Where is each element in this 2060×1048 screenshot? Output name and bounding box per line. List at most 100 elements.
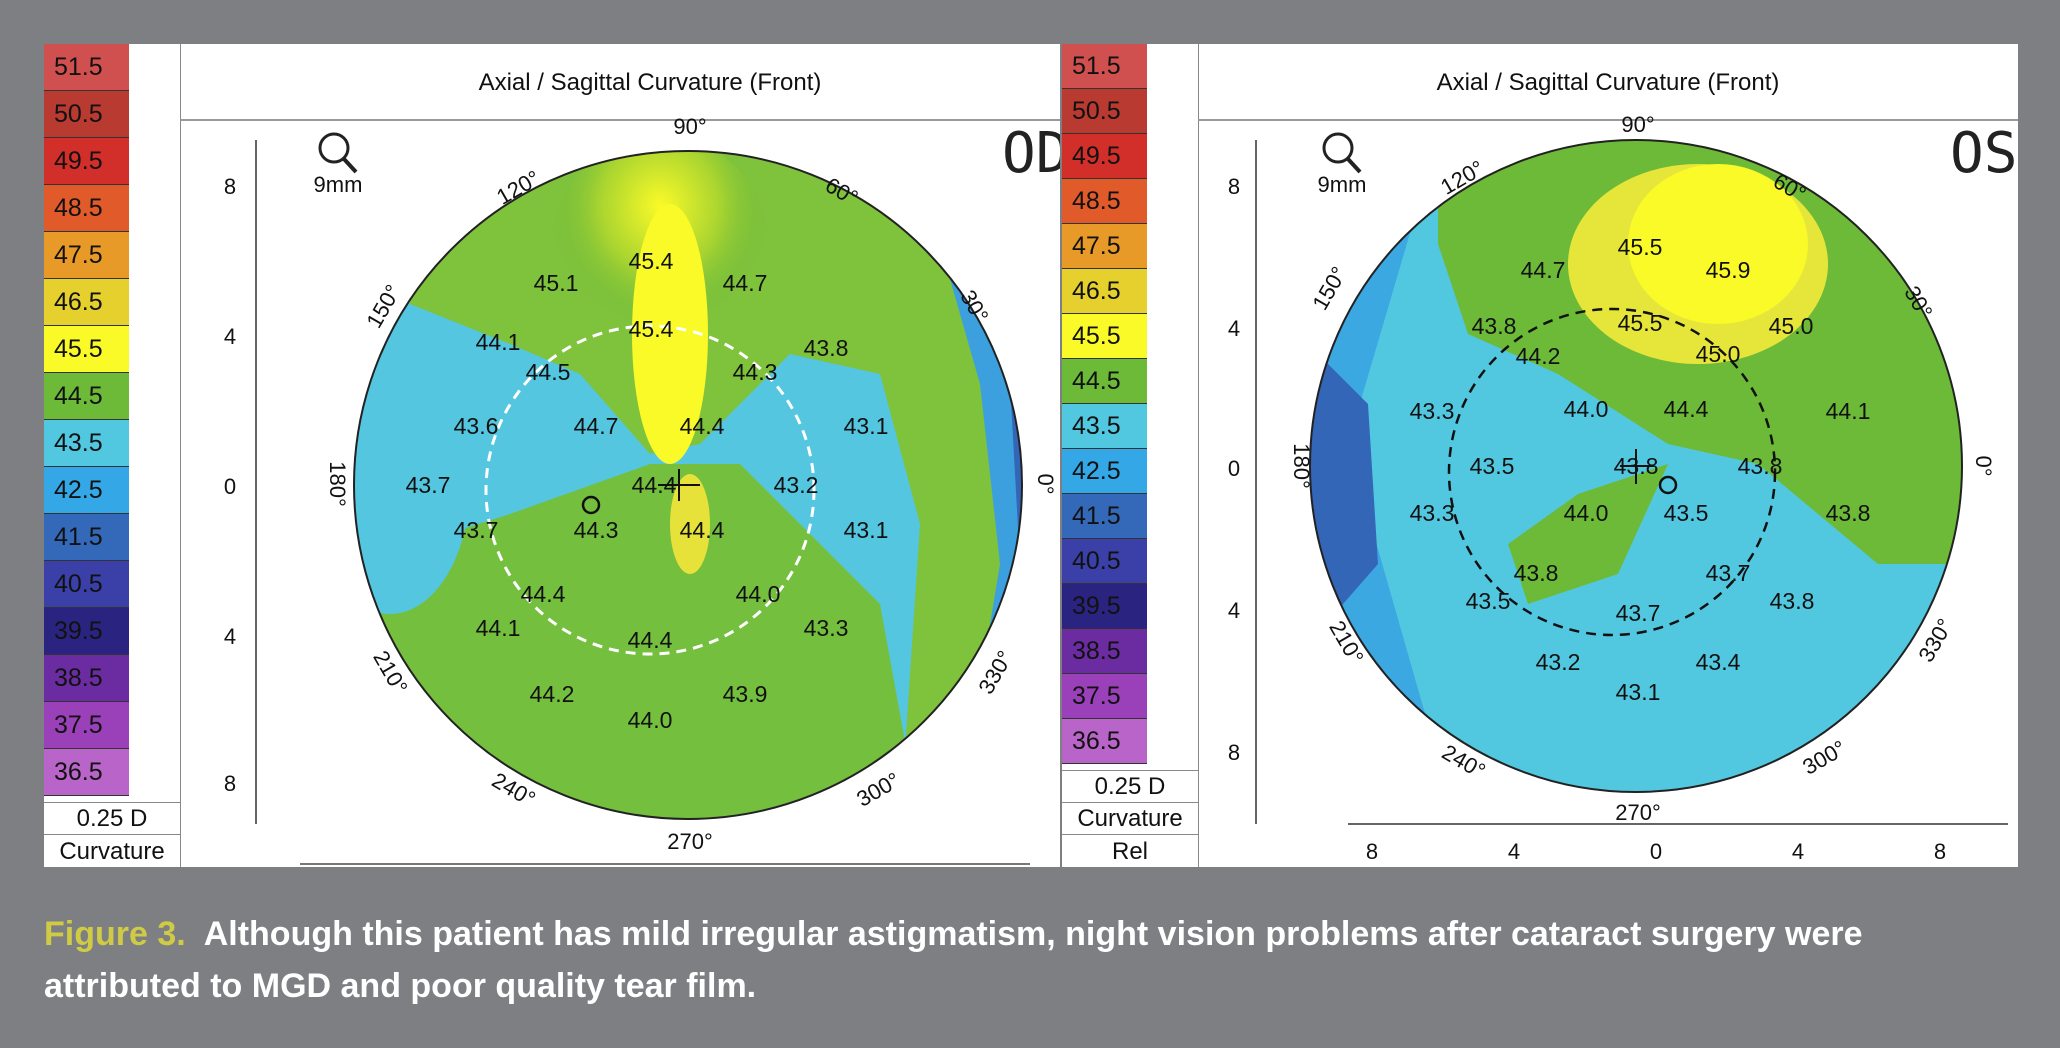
od-value: 45.4 — [629, 316, 674, 342]
os-map-panel: 51.5 50.5 49.5 48.5 47.5 46.5 45.5 44.5 … — [1062, 44, 2018, 867]
os-value: 45.0 — [1769, 313, 1814, 339]
scale-swatch: 42.5 — [1062, 449, 1147, 494]
od-map-title: Axial / Sagittal Curvature (Front) — [479, 69, 822, 96]
os-deg-label: 90° — [1621, 112, 1654, 137]
os-value: 45.5 — [1618, 234, 1663, 260]
od-value: 43.3 — [804, 615, 849, 641]
scale-swatch: 48.5 — [1062, 179, 1147, 224]
od-deg-label: 90° — [673, 114, 706, 139]
scale-swatch: 44.5 — [1062, 359, 1147, 404]
os-value: 44.4 — [1664, 396, 1709, 422]
od-value: 44.0 — [736, 581, 781, 607]
scale-swatch: 40.5 — [1062, 539, 1147, 584]
od-eye-label: OD — [1002, 121, 1060, 186]
magnifier-icon[interactable]: 9mm — [1318, 132, 1367, 197]
os-deg-label: 0° — [1971, 455, 1996, 476]
od-value: 43.2 — [774, 472, 819, 498]
os-value: 45.5 — [1618, 310, 1663, 336]
scale-swatch: 50.5 — [1062, 89, 1147, 134]
scale-swatch: 37.5 — [1062, 674, 1147, 719]
scale-swatch: 39.5 — [44, 608, 129, 655]
os-value: 43.3 — [1410, 500, 1455, 526]
scale-swatch: 41.5 — [44, 514, 129, 561]
od-value: 44.4 — [628, 627, 673, 653]
figure-label: Figure 3. — [44, 915, 186, 953]
os-y-tick: 4 — [1228, 316, 1240, 341]
od-value: 45.1 — [534, 270, 579, 296]
od-value: 44.4 — [632, 472, 677, 498]
od-deg-label: 180° — [325, 461, 350, 507]
os-value: 44.7 — [1521, 257, 1566, 283]
os-value: 43.4 — [1696, 649, 1741, 675]
os-value: 43.1 — [1616, 679, 1661, 705]
scale-swatch: 45.5 — [1062, 314, 1147, 359]
od-topography-map: Axial / Sagittal Curvature (Front) OD 9m… — [180, 69, 1060, 865]
od-value: 44.2 — [530, 681, 575, 707]
os-value: 43.5 — [1664, 500, 1709, 526]
os-deg-label: 180° — [1289, 443, 1314, 489]
od-value: 43.7 — [454, 517, 499, 543]
scale-swatch: 44.5 — [44, 373, 129, 420]
scale-step: 0.25 D — [44, 802, 180, 834]
os-value: 45.9 — [1706, 257, 1751, 283]
scale-swatch: 42.5 — [44, 467, 129, 514]
scale-swatch: 36.5 — [44, 749, 129, 796]
scale-swatch: 41.5 — [1062, 494, 1147, 539]
os-value: 43.8 — [1614, 453, 1659, 479]
od-value: 44.4 — [521, 581, 566, 607]
os-value: 43.8 — [1770, 588, 1815, 614]
scale-swatch: 45.5 — [44, 326, 129, 373]
scale-swatch: 38.5 — [1062, 629, 1147, 674]
od-y-tick: 4 — [224, 324, 236, 349]
scale-swatch: 37.5 — [44, 702, 129, 749]
os-value: 43.8 — [1826, 500, 1871, 526]
od-value: 45.4 — [629, 248, 674, 274]
os-value: 44.1 — [1826, 398, 1871, 424]
od-value: 44.7 — [723, 270, 768, 296]
od-value: 44.3 — [574, 517, 619, 543]
od-y-tick: 0 — [224, 474, 236, 499]
os-y-tick: 8 — [1228, 174, 1240, 199]
od-value: 43.1 — [844, 517, 889, 543]
figure-caption: Figure 3. Although this patient has mild … — [44, 908, 1984, 1012]
os-y-tick: 4 — [1228, 598, 1240, 623]
od-deg-label: 0° — [1033, 473, 1058, 494]
os-zoom-label: 9mm — [1318, 172, 1367, 197]
od-value: 43.1 — [844, 413, 889, 439]
caption-text: Although this patient has mild irregular… — [44, 915, 1863, 1005]
od-deg-label: 270° — [667, 829, 713, 854]
od-value: 44.4 — [680, 517, 725, 543]
od-value: 44.5 — [526, 359, 571, 385]
scale-swatch: 51.5 — [44, 44, 129, 91]
scale-swatch: 36.5 — [1062, 719, 1147, 764]
os-value: 43.8 — [1472, 313, 1517, 339]
os-topography-map: Axial / Sagittal Curvature (Front) OS 9m… — [1198, 69, 2018, 864]
od-deg-label: 300° — [852, 767, 904, 811]
os-x-tick: 8 — [1934, 839, 1946, 864]
os-deg-label: 150° — [1307, 262, 1351, 314]
od-value: 43.8 — [804, 335, 849, 361]
scale-swatch: 48.5 — [44, 185, 129, 232]
os-value: 43.8 — [1514, 560, 1559, 586]
scale-step: 0.25 D — [1062, 770, 1198, 802]
magnifier-icon[interactable]: 9mm — [314, 132, 363, 197]
os-value: 43.3 — [1410, 398, 1455, 424]
od-y-tick: 8 — [224, 174, 236, 199]
scale-swatch: 51.5 — [1062, 44, 1147, 89]
os-x-tick: 4 — [1792, 839, 1804, 864]
os-deg-label: 270° — [1615, 800, 1661, 825]
scale-swatch: 49.5 — [44, 138, 129, 185]
od-color-scale: 51.5 50.5 49.5 48.5 47.5 46.5 45.5 44.5 … — [44, 44, 181, 867]
os-value: 44.2 — [1516, 343, 1561, 369]
scale-mode: Curvature — [1062, 802, 1198, 834]
os-value: 43.8 — [1738, 453, 1783, 479]
od-zoom-label: 9mm — [314, 172, 363, 197]
scale-swatch: 38.5 — [44, 655, 129, 702]
scale-swatch: 39.5 — [1062, 584, 1147, 629]
os-value: 43.5 — [1470, 453, 1515, 479]
scale-swatch: 47.5 — [44, 232, 129, 279]
scale-swatch: 50.5 — [44, 91, 129, 138]
os-eye-label: OS — [1950, 121, 2017, 186]
os-value: 44.0 — [1564, 500, 1609, 526]
od-value: 44.1 — [476, 329, 521, 355]
